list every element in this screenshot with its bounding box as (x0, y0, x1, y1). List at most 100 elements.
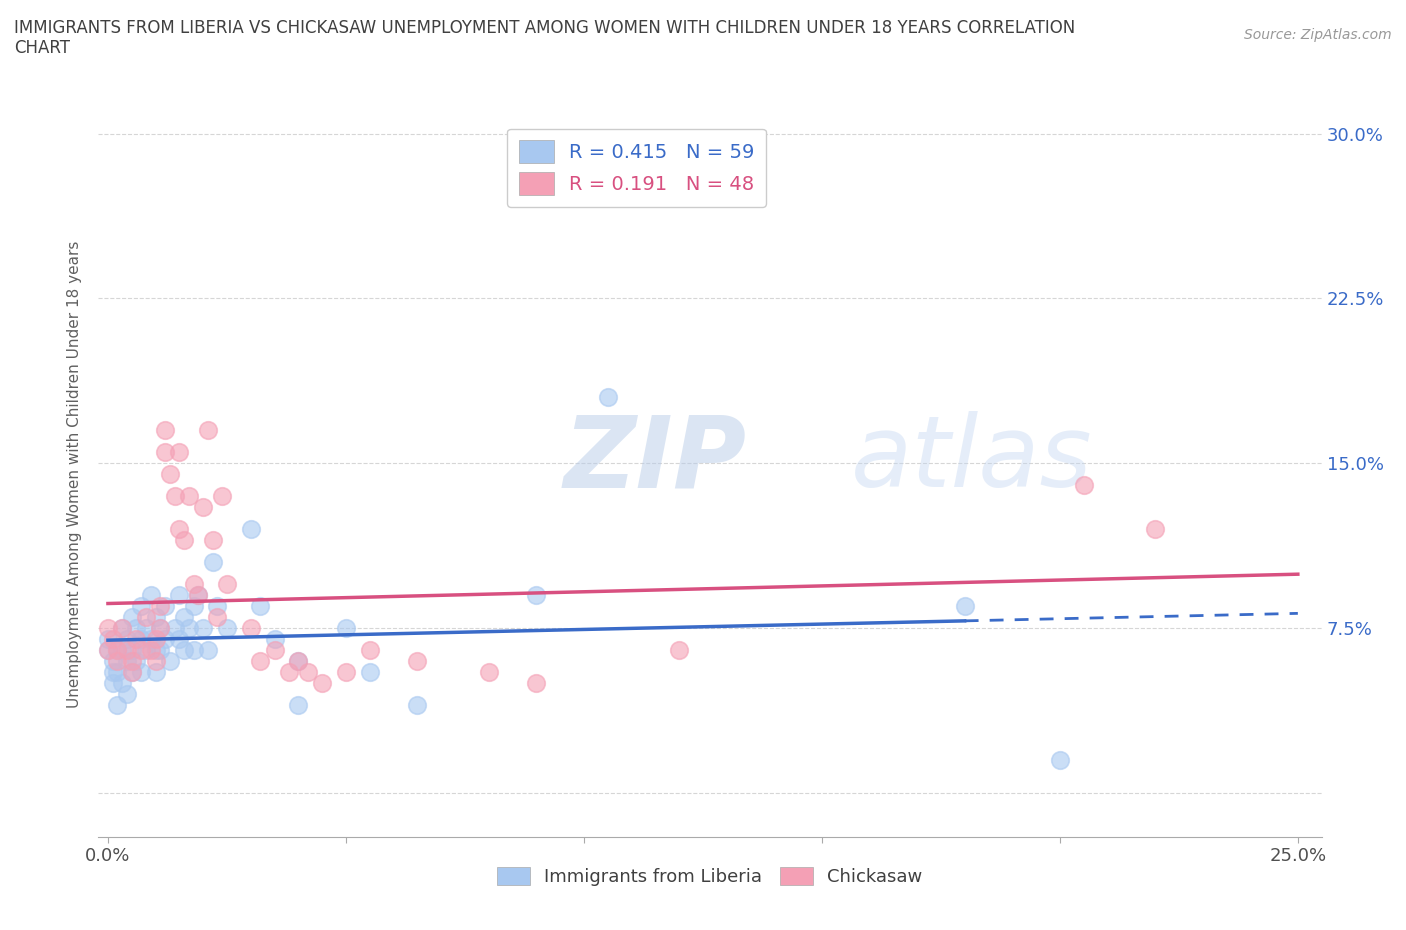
Point (215, 620, 238, 635)
Point (145, 610, 167, 625)
Point (101, 676, 124, 691)
Point (249, 654, 271, 669)
Point (139, 643, 162, 658)
Point (139, 631, 162, 646)
Point (311, 676, 333, 691)
Point (239, 620, 262, 635)
Point (1073, 478, 1095, 493)
Point (287, 654, 309, 669)
Point (1144, 522, 1167, 537)
Point (107, 643, 129, 658)
Point (115, 631, 138, 646)
Point (668, 643, 690, 658)
Point (183, 577, 205, 591)
Point (153, 423, 176, 438)
Point (145, 665, 167, 680)
Point (211, 489, 233, 504)
Point (191, 620, 214, 635)
Point (159, 467, 181, 482)
Text: IMMIGRANTS FROM LIBERIA VS CHICKASAW UNEMPLOYMENT AMONG WOMEN WITH CHILDREN UNDE: IMMIGRANTS FROM LIBERIA VS CHICKASAW UNE… (14, 19, 1076, 58)
Point (197, 423, 219, 438)
Point (107, 698, 129, 712)
Point (159, 654, 181, 669)
Point (169, 522, 191, 537)
Point (169, 631, 191, 646)
Point (207, 599, 229, 614)
Point (297, 665, 319, 680)
Text: Source: ZipAtlas.com: Source: ZipAtlas.com (1244, 28, 1392, 42)
Legend: Immigrants from Liberia, Chickasaw: Immigrants from Liberia, Chickasaw (491, 859, 929, 893)
Point (129, 631, 152, 646)
Point (101, 654, 124, 669)
Point (163, 489, 186, 504)
Point (163, 620, 186, 635)
Point (287, 654, 309, 669)
Point (177, 620, 200, 635)
Point (129, 665, 152, 680)
Y-axis label: Unemployment Among Women with Children Under 18 years: Unemployment Among Women with Children U… (67, 241, 83, 708)
Point (111, 643, 134, 658)
Point (115, 643, 138, 658)
Point (107, 654, 129, 669)
Point (359, 643, 381, 658)
Point (187, 588, 209, 603)
Point (201, 555, 224, 570)
Point (129, 599, 152, 614)
Point (121, 665, 143, 680)
Point (149, 620, 172, 635)
Point (125, 631, 148, 646)
Point (121, 610, 143, 625)
Point (524, 676, 547, 691)
Point (121, 654, 143, 669)
Point (263, 643, 285, 658)
Point (115, 654, 138, 669)
Point (287, 698, 309, 712)
Point (135, 643, 157, 658)
Point (173, 533, 195, 548)
Point (197, 643, 219, 658)
Point (101, 665, 124, 680)
Point (215, 577, 238, 591)
Point (101, 631, 124, 646)
Point (153, 599, 176, 614)
Point (596, 390, 619, 405)
Point (183, 643, 205, 658)
Point (139, 588, 162, 603)
Point (107, 643, 129, 658)
Point (149, 620, 172, 635)
Point (149, 643, 172, 658)
Point (249, 599, 271, 614)
Point (125, 654, 148, 669)
Point (169, 588, 191, 603)
Point (129, 643, 152, 658)
Point (145, 643, 167, 658)
Point (153, 445, 176, 459)
Point (207, 610, 229, 625)
Point (335, 620, 357, 635)
Point (406, 698, 429, 712)
Point (277, 665, 299, 680)
Point (177, 489, 200, 504)
Point (173, 610, 195, 625)
Point (121, 643, 143, 658)
Point (115, 686, 138, 701)
Point (145, 631, 167, 646)
Point (97, 620, 120, 635)
Text: ZIP: ZIP (564, 411, 747, 509)
Point (97, 631, 120, 646)
Point (478, 665, 501, 680)
Point (201, 533, 224, 548)
Text: atlas: atlas (851, 411, 1092, 509)
Point (149, 599, 172, 614)
Point (406, 654, 429, 669)
Point (187, 588, 209, 603)
Point (1049, 752, 1071, 767)
Point (97, 643, 120, 658)
Point (183, 599, 205, 614)
Point (121, 665, 143, 680)
Point (125, 620, 148, 635)
Point (953, 599, 976, 614)
Point (111, 620, 134, 635)
Point (135, 610, 157, 625)
Point (263, 631, 285, 646)
